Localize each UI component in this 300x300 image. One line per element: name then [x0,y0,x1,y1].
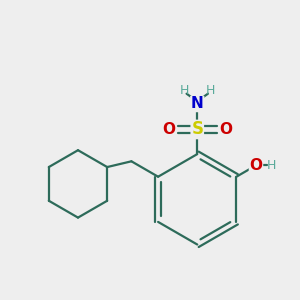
Text: O: O [250,158,262,173]
Text: H: H [179,83,189,97]
Text: H: H [266,159,276,172]
Text: H: H [206,83,215,97]
Text: N: N [191,97,204,112]
Text: O: O [162,122,175,137]
Text: O: O [220,122,232,137]
Text: S: S [191,121,203,139]
